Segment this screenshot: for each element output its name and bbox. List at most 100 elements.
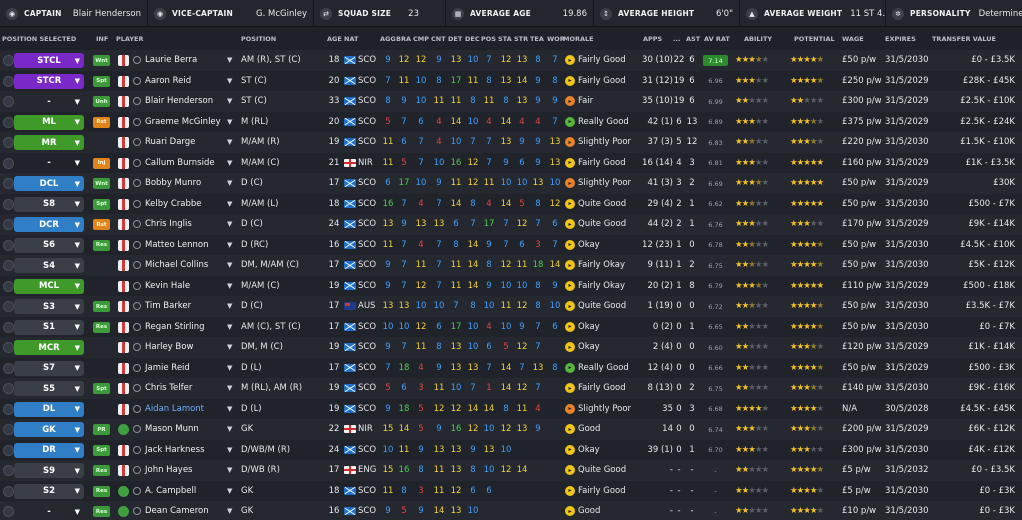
col-pos[interactable]: POS (481, 35, 496, 43)
chevron-down-icon[interactable]: ▼ (227, 466, 233, 475)
position-selector[interactable]: STCL ▼ (14, 53, 84, 68)
player-name[interactable]: A. Campbell (145, 485, 197, 496)
captain-panel[interactable]: ◉ CAPTAIN Blair Henderson (0, 0, 148, 27)
row-select-checkbox[interactable] (3, 301, 14, 312)
table-row[interactable]: MR ▼ Ruari Darge ▼ M/AM (R) 19 SCO 11 6 7 4 10 7 7 13 9… (0, 132, 1022, 153)
status-badge[interactable]: Wnt (93, 178, 110, 189)
status-badge[interactable]: Res (93, 301, 110, 312)
col-cmp[interactable]: CMP (413, 35, 430, 43)
captain-value[interactable]: Blair Henderson (72, 8, 141, 19)
col-inf[interactable]: INF (96, 35, 109, 43)
status-badge[interactable]: Res (93, 485, 110, 497)
col-apps[interactable]: APPS (643, 35, 663, 43)
chevron-down-icon[interactable]: ▼ (227, 281, 233, 290)
position-selector[interactable]: S7 ▼ (14, 360, 84, 376)
position-selector[interactable]: DCR ▼ (14, 217, 84, 232)
row-select-checkbox[interactable] (3, 403, 14, 415)
col-str[interactable]: STR (514, 35, 529, 43)
col-agg[interactable]: AGG (380, 35, 396, 43)
status-badge[interactable]: Wnt (93, 55, 110, 66)
row-select-checkbox[interactable] (3, 137, 14, 148)
chevron-down-icon[interactable]: ▼ (227, 199, 233, 208)
player-name[interactable]: Matteo Lennon (145, 239, 209, 250)
status-badge[interactable]: Inj (93, 157, 110, 169)
col-cnt[interactable]: CNT (431, 35, 446, 43)
position-selector[interactable]: - ▼ (14, 94, 84, 109)
chevron-down-icon[interactable]: ▼ (227, 404, 233, 413)
player-name[interactable]: John Hayes (145, 465, 193, 476)
position-selector[interactable]: - ▼ (14, 504, 84, 519)
status-badge[interactable]: Rst (93, 219, 110, 230)
chevron-down-icon[interactable]: ▼ (227, 486, 233, 495)
col-ability[interactable]: ABILITY (744, 35, 773, 43)
col-ast[interactable]: AST (686, 35, 701, 43)
position-selector[interactable]: S5 ▼ (14, 381, 84, 396)
col-player[interactable]: PLAYER (116, 35, 144, 43)
vice-captain-value[interactable]: G. McGinley (256, 8, 307, 19)
position-selector[interactable]: S4 ▼ (14, 258, 84, 273)
table-row[interactable]: S7 ▼ Jamie Reid ▼ D (L) 17 SCO 7 18 4 9 13 13 7 14 7 13 8… (0, 357, 1022, 378)
table-row[interactable]: S6 ▼ Res Matteo Lennon ▼ D (RC) 16 SCO 11 7 4 7 8 14 9… (0, 234, 1022, 255)
position-selector[interactable]: S6 ▼ (14, 237, 84, 253)
col-det[interactable]: DET (448, 35, 463, 43)
position-selector[interactable]: STCR ▼ (14, 73, 84, 89)
table-row[interactable]: - ▼ Inj Callum Burnside ▼ M/AM (C) 21 NIR 11 5 7 10… (0, 152, 1022, 173)
col-expires[interactable]: EXPIRES (885, 35, 916, 43)
status-badge[interactable]: PR (93, 424, 110, 435)
col-bra[interactable]: BRA (396, 35, 411, 43)
row-select-checkbox[interactable] (3, 219, 14, 230)
chevron-down-icon[interactable]: ▼ (227, 179, 233, 188)
table-row[interactable]: DL ▼ Aidan Lamont ▼ D (L) 19 SCO 9 18 5 12 12 14 14 8 1… (0, 398, 1022, 419)
row-select-checkbox[interactable] (3, 239, 14, 251)
player-name[interactable]: Jamie Reid (145, 362, 190, 373)
position-selector[interactable]: S9 ▼ (14, 463, 84, 478)
row-select-checkbox[interactable] (3, 362, 14, 374)
position-selector[interactable]: MR ▼ (14, 135, 84, 150)
row-select-checkbox[interactable] (3, 260, 14, 271)
col-wage[interactable]: WAGE (842, 35, 864, 43)
row-select-checkbox[interactable] (3, 321, 14, 333)
table-row[interactable]: S5 ▼ Spt Chris Telfer ▼ M (RL), AM (R) 19 SCO 5 6… (0, 378, 1022, 399)
position-selector[interactable]: S8 ▼ (14, 196, 84, 212)
table-row[interactable]: S3 ▼ Res Tim Barker ▼ D (C) 17 AUS 13 13 10 10 7 8 10 1… (0, 296, 1022, 317)
row-select-checkbox[interactable] (3, 485, 14, 497)
status-badge[interactable]: Res (93, 506, 110, 517)
status-badge[interactable]: Res (93, 465, 110, 476)
row-select-checkbox[interactable] (3, 444, 14, 456)
position-selector[interactable]: DR ▼ (14, 442, 84, 458)
status-badge[interactable]: Res (93, 239, 110, 251)
table-row[interactable]: DCL ▼ Wnt Bobby Munro ▼ D (C) 17 SCO 6 17 10 9 11 12 1… (0, 173, 1022, 194)
player-name[interactable]: Regan Stirling (145, 321, 205, 332)
player-name[interactable]: Kelby Crabbe (145, 198, 202, 209)
player-name[interactable]: Harley Bow (145, 342, 194, 353)
player-name[interactable]: Callum Burnside (145, 157, 215, 168)
col-nat[interactable]: NAT (344, 35, 359, 43)
col-transfer-value[interactable]: TRANSFER VALUE (932, 35, 996, 43)
player-name[interactable]: Dean Cameron (145, 506, 209, 517)
row-select-checkbox[interactable] (3, 96, 14, 107)
table-row[interactable]: S9 ▼ Res John Hayes ▼ D/WB (R) 17 ENG 15 16 8 11 13 8… (0, 460, 1022, 481)
table-row[interactable]: DR ▼ Spt Jack Harkness ▼ D/WB/M (R) 24 SCO 10 11 9… (0, 439, 1022, 460)
col-position[interactable]: POSITION (241, 35, 277, 43)
position-selector[interactable]: S3 ▼ (14, 299, 84, 314)
chevron-down-icon[interactable]: ▼ (227, 261, 233, 270)
col-position-selected[interactable]: POSITION SELECTED (2, 35, 77, 43)
player-name[interactable]: Aaron Reid (145, 75, 192, 86)
status-badge[interactable]: Spt (93, 383, 110, 394)
col-av-rat[interactable]: AV RAT (704, 35, 730, 43)
player-name[interactable]: Aidan Lamont (145, 403, 205, 414)
table-row[interactable]: - ▼ Res Dean Cameron ▼ GK 16 SCO 9 5 9 14 13 10 ▸ Good -… (0, 501, 1022, 520)
table-row[interactable]: S8 ▼ Spt Kelby Crabbe ▼ M/AM (L) 18 SCO 16 7 4 7 14 8… (0, 193, 1022, 214)
chevron-down-icon[interactable]: ▼ (227, 240, 233, 249)
chevron-down-icon[interactable]: ▼ (227, 158, 233, 167)
table-row[interactable]: STCL ▼ Wnt Laurie Berra ▼ AM (R), ST (C) 18 SCO… (0, 50, 1022, 71)
table-row[interactable]: ML ▼ Rst Graeme McGinley ▼ M (RL) 20 SCO 5 7 6 4 14 1… (0, 111, 1022, 132)
chevron-down-icon[interactable]: ▼ (227, 97, 233, 106)
chevron-down-icon[interactable]: ▼ (227, 425, 233, 434)
col-tea[interactable]: TEA (530, 35, 544, 43)
player-name[interactable]: Chris Telfer (145, 383, 193, 394)
position-selector[interactable]: GK ▼ (14, 422, 84, 437)
chevron-down-icon[interactable]: ▼ (227, 117, 233, 126)
player-name[interactable]: Ruari Darge (145, 137, 196, 148)
row-select-checkbox[interactable] (3, 198, 14, 210)
